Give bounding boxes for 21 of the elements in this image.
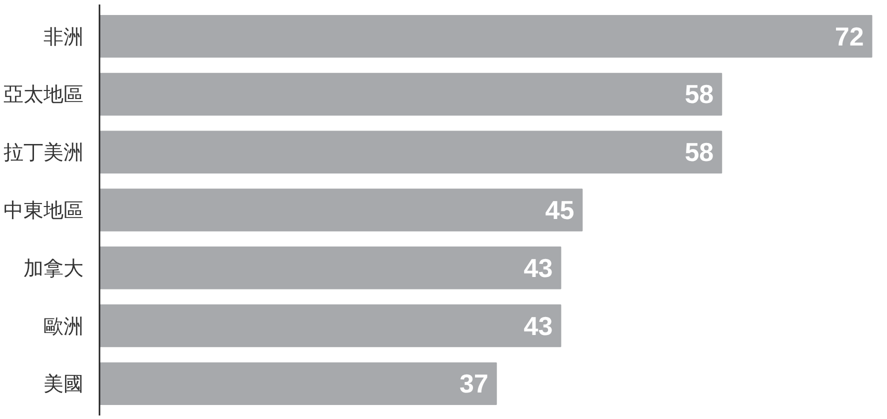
y-tick-label: 中東地區 <box>4 198 84 222</box>
y-tick-label: 加拿大 <box>24 256 84 280</box>
bar <box>100 72 722 116</box>
y-tick-label: 拉丁美洲 <box>4 140 84 164</box>
bar <box>100 304 562 348</box>
bar <box>100 130 722 174</box>
bar <box>100 15 872 58</box>
data-label: 43 <box>524 310 553 341</box>
y-tick-label: 美國 <box>44 372 84 396</box>
data-label: 72 <box>834 21 864 52</box>
bar <box>100 188 583 232</box>
y-tick-label: 非洲 <box>44 24 84 48</box>
data-label: 58 <box>684 79 714 110</box>
data-label: 43 <box>524 252 553 283</box>
bar <box>100 362 497 405</box>
y-tick-label: 歐洲 <box>44 314 84 338</box>
data-label: 58 <box>684 137 714 168</box>
y-tick-label: 亞太地區 <box>4 82 84 106</box>
data-label: 37 <box>459 368 488 399</box>
bar <box>100 246 562 290</box>
data-label: 45 <box>545 195 574 225</box>
